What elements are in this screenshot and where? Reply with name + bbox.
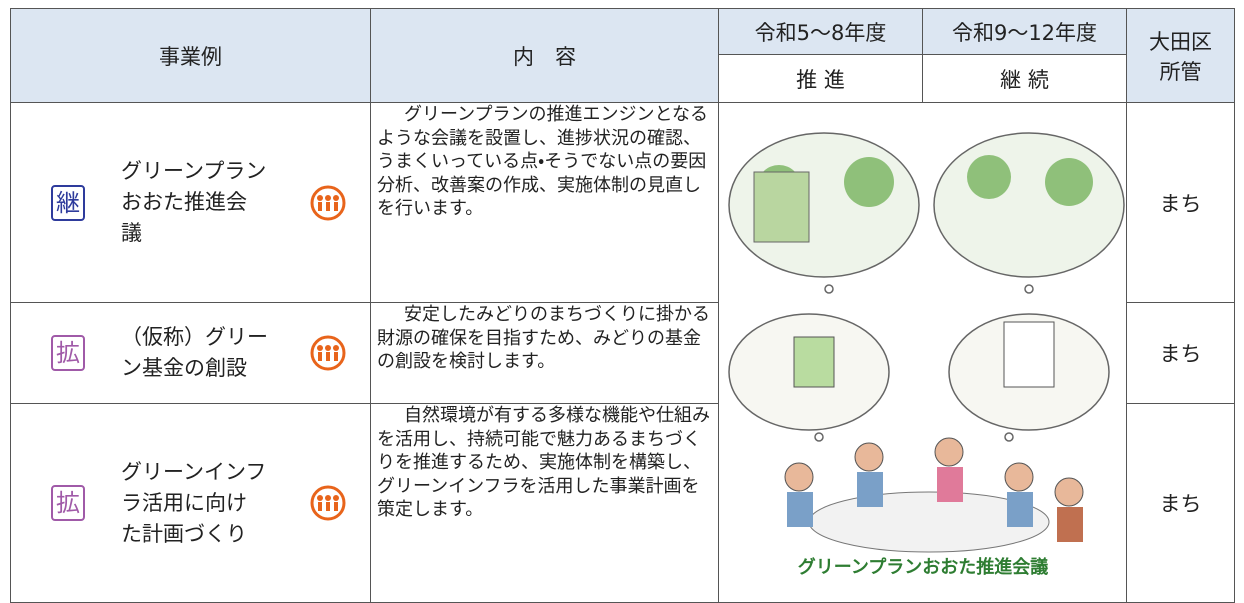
header-example: 事業例 — [10, 8, 371, 103]
plan-table: 事業例 内 容 令和5～8年度 令和9～12年度 大田区 所管 推 進 継 続 … — [10, 8, 1235, 603]
header-content: 内 容 — [370, 8, 719, 103]
example-name: （仮称）グリー ン基金の創設 — [121, 325, 268, 381]
example-name: グリーンインフ ラ活用に向け た計画づくり — [121, 459, 267, 546]
dept: まち — [1126, 403, 1235, 603]
dept: まち — [1126, 102, 1235, 303]
people-icon — [310, 335, 346, 371]
header-dept: 大田区 所管 — [1126, 8, 1235, 103]
illustration-caption: グリーンプランおおた推進会議 — [798, 556, 1049, 578]
content: グリーンプランの推進エンジンとなるような会議を設置し、進捗状況の確認、うまくいっ… — [370, 102, 719, 303]
badge: 拡 — [51, 335, 85, 372]
badge: 継 — [51, 184, 85, 221]
badge: 拡 — [51, 485, 85, 522]
illustration: グリーンプランおおた推進会議 — [728, 132, 1125, 578]
example-cell: 継グリーンプラン おおた推進会 議 — [10, 102, 371, 303]
example-cell: 拡 （仮称）グリー ン基金の創設 — [10, 301, 371, 405]
people-icon — [310, 185, 346, 220]
example-cell: 拡グリーンインフ ラ活用に向け た計画づくり — [10, 403, 371, 603]
page: 事業例 内 容 令和5～8年度 令和9～12年度 大田区 所管 推 進 継 続 … — [10, 8, 1235, 603]
illustration-cell: グリーンプランおおた推進会議 — [718, 102, 1127, 603]
header-plan2: 継 続 — [922, 54, 1127, 103]
content: 安定したみどりのまちづくりに掛かる財源の確保を目指すため、みどりの基金の創設を検… — [370, 301, 719, 405]
header-period2: 令和9～12年度 — [922, 8, 1127, 55]
content: 自然環境が有する多様な機能や仕組みを活用し、持続可能で魅力あるまちづくりを推進す… — [370, 403, 719, 603]
example-name: グリーンプラン おおた推進会 議 — [121, 159, 267, 245]
dept: まち — [1126, 301, 1235, 405]
header-period1: 令和5～8年度 — [718, 8, 923, 55]
header-plan1: 推 進 — [718, 54, 923, 103]
people-icon — [310, 485, 346, 521]
